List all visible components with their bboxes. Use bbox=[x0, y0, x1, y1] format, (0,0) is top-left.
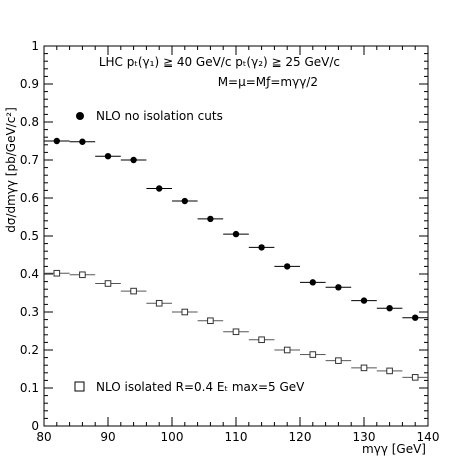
axis-ticks: 80 90 100 110 120 130 140 0 0.1 0.2 0.3 0.4 0.5 0.6 0.… bbox=[20, 39, 440, 444]
y-tick-label: 1 bbox=[31, 39, 39, 53]
data-point bbox=[130, 287, 137, 295]
data-point bbox=[181, 197, 188, 205]
data-point bbox=[386, 367, 393, 375]
data-point bbox=[130, 156, 137, 164]
x-tick-label: 80 bbox=[36, 430, 51, 444]
annotation-cuts: LHC pₜ(γ₁) ≧ 40 GeV/c pₜ(γ₂) ≧ 25 GeV/c bbox=[99, 55, 340, 69]
data-point bbox=[232, 328, 240, 336]
data-point bbox=[309, 351, 317, 358]
data-point bbox=[155, 299, 163, 307]
legend-marker-open-square bbox=[74, 381, 85, 392]
data-point bbox=[53, 137, 60, 145]
annotation-scale: M=μ=Mƒ=mγγ/2 bbox=[218, 75, 318, 89]
data-point bbox=[79, 271, 86, 279]
data-point bbox=[335, 357, 342, 364]
data-point bbox=[207, 317, 214, 325]
y-tick-label: 0.5 bbox=[20, 229, 39, 243]
data-point bbox=[360, 364, 368, 372]
x-tick-label: 90 bbox=[100, 430, 115, 444]
y-tick-label: 0.6 bbox=[20, 191, 39, 205]
y-tick-label: 0.9 bbox=[20, 77, 39, 91]
data-point bbox=[181, 308, 189, 316]
y-tick-label: 0.8 bbox=[20, 115, 39, 129]
x-tick-label: 140 bbox=[417, 430, 440, 444]
x-tick-label: 120 bbox=[289, 430, 312, 444]
x-tick-label: 130 bbox=[353, 430, 376, 444]
data-point bbox=[309, 279, 316, 286]
x-tick-label: 100 bbox=[161, 430, 184, 444]
data-point bbox=[232, 230, 240, 238]
x-tick-label: 110 bbox=[225, 430, 248, 444]
data-point bbox=[335, 284, 342, 291]
legend-entry-isolated: NLO isolated R=0.4 Eₜ max=5 GeV bbox=[74, 380, 305, 394]
legend-label-no-isolation: NLO no isolation cuts bbox=[96, 109, 223, 123]
data-point bbox=[283, 346, 291, 354]
y-tick-label: 0.3 bbox=[20, 305, 39, 319]
legend-marker-filled-circle bbox=[76, 112, 84, 120]
legend-entry-no-isolation: NLO no isolation cuts bbox=[76, 109, 223, 123]
x-axis-label: mγγ [GeV] bbox=[362, 442, 426, 456]
legend-label-isolated: NLO isolated R=0.4 Eₜ max=5 GeV bbox=[96, 380, 305, 394]
y-axis-label: dσ/dmγγ [pb/GeV/c²] bbox=[4, 107, 18, 233]
data-point bbox=[104, 280, 112, 287]
data-point bbox=[207, 215, 214, 223]
data-point bbox=[284, 263, 291, 270]
data-series bbox=[44, 137, 428, 381]
y-tick-label: 0 bbox=[31, 419, 39, 433]
y-tick-label: 0.7 bbox=[20, 153, 39, 167]
y-tick-label: 0.4 bbox=[20, 267, 39, 281]
data-point bbox=[53, 269, 61, 277]
data-point bbox=[258, 336, 265, 344]
data-point bbox=[79, 138, 86, 145]
y-tick-label: 0.2 bbox=[20, 343, 39, 357]
y-tick-label: 0.1 bbox=[20, 381, 39, 395]
data-point bbox=[258, 244, 265, 251]
data-point bbox=[104, 153, 112, 160]
data-point bbox=[360, 297, 368, 304]
data-point bbox=[156, 185, 163, 192]
data-point bbox=[412, 314, 419, 321]
data-point bbox=[411, 374, 419, 381]
data-point bbox=[386, 305, 393, 312]
